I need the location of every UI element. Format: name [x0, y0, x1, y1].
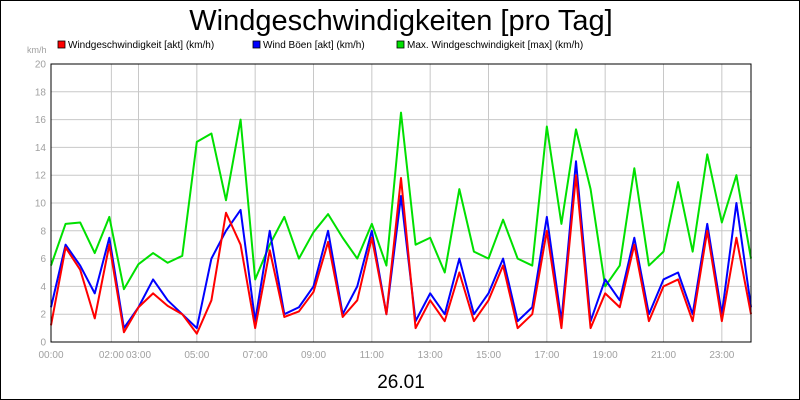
- legend: Windgeschwindigkeit [akt] (km/h) Wind Böe…: [57, 40, 583, 51]
- plot-border: [50, 63, 752, 343]
- x-tick-label: 09:00: [301, 350, 326, 361]
- legend-label: Wind Böen [akt] (km/h): [263, 40, 365, 51]
- legend-swatch: [57, 40, 66, 49]
- y-unit-label: km/h: [27, 45, 47, 55]
- y-tick-label: 2: [40, 310, 46, 321]
- chart-title: Windgeschwindigkeiten [pro Tag]: [189, 5, 612, 37]
- series-line-2: [50, 174, 752, 335]
- y-tick-label: 14: [35, 143, 47, 154]
- x-tick-label: 03:00: [126, 350, 151, 361]
- y-tick-label: 10: [35, 199, 47, 210]
- x-tick-label: 15:00: [476, 350, 501, 361]
- y-axis-ticks: 0 2 4 6 8 10 12 14 16 18 20: [35, 60, 47, 349]
- x-tick-label: 23:00: [709, 350, 734, 361]
- legend-swatch: [396, 40, 405, 49]
- y-tick-label: 20: [35, 60, 47, 71]
- y-tick-label: 4: [40, 282, 46, 293]
- x-tick-label: 13:00: [418, 350, 443, 361]
- date-label: 26.01: [377, 372, 425, 393]
- y-tick-label: 18: [35, 87, 47, 98]
- y-tick-label: 0: [40, 338, 46, 349]
- series-line-0: [50, 111, 752, 291]
- y-tick-label: 16: [35, 115, 47, 126]
- legend-label: Windgeschwindigkeit [akt] (km/h): [68, 40, 214, 51]
- x-tick-label: 17:00: [534, 350, 559, 361]
- legend-label: Max. Windgeschwindigkeit [max] (km/h): [407, 40, 583, 51]
- x-tick-label: 05:00: [184, 350, 209, 361]
- x-tick-label: 11:00: [360, 350, 385, 361]
- x-tick-label: 00:00: [38, 350, 63, 361]
- x-tick-label: 19:00: [593, 350, 618, 361]
- y-tick-label: 6: [40, 254, 46, 265]
- series-layer: [50, 111, 752, 335]
- x-tick-label: 02:00: [99, 350, 124, 361]
- y-tick-label: 12: [35, 171, 47, 182]
- legend-swatch: [252, 40, 261, 49]
- y-tick-label: 8: [40, 226, 46, 237]
- x-tick-label: 21:00: [651, 350, 676, 361]
- series-line-1: [50, 160, 752, 330]
- x-axis-ticks: 00:00 02:00 03:00 05:00 07:00 09:00 11:00 13:00…: [38, 350, 734, 361]
- x-tick-label: 07:00: [243, 350, 268, 361]
